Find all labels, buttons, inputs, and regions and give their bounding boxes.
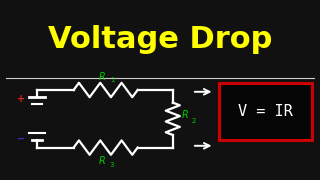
Text: V = IR: V = IR [238,104,293,119]
Text: Voltage Drop: Voltage Drop [48,25,272,54]
Text: 1: 1 [110,77,114,83]
Text: R: R [182,110,189,120]
Text: 2: 2 [191,118,196,124]
Text: +: + [17,94,25,104]
Text: R: R [99,71,106,82]
Bar [219,83,312,140]
Text: 3: 3 [110,162,114,168]
Text: −: − [17,134,25,144]
Text: R: R [99,156,106,166]
